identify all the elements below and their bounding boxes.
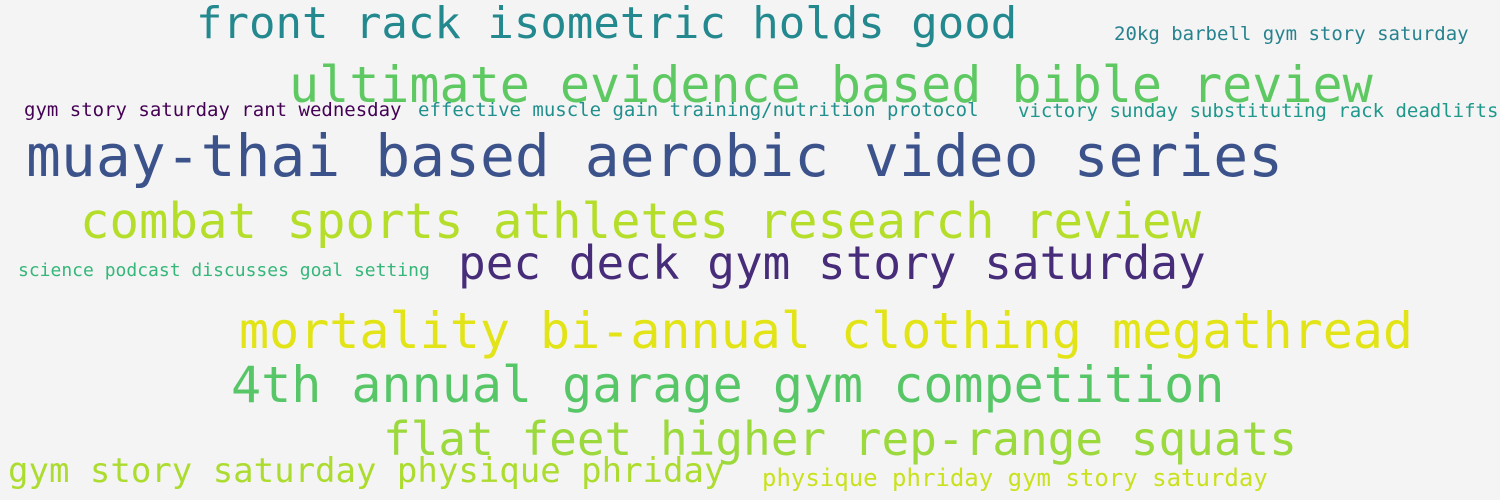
phrase-flat-feet-higher-rep-range-squats: flat feet higher rep-range squats [383, 412, 1297, 466]
phrase-4th-annual-garage-gym-competition: 4th annual garage gym competition [231, 356, 1225, 414]
phrase-gym-story-saturday-rant-wednesday: gym story saturday rant wednesday [24, 99, 402, 121]
phrase-20kg-barbell-gym-story-saturday: 20kg barbell gym story saturday [1114, 23, 1469, 45]
phrase-muay-thai-aerobic-video-series: muay-thai based aerobic video series [26, 122, 1284, 190]
phrase-physique-phriday-gym-story-saturday: physique phriday gym story saturday [762, 464, 1268, 492]
phrase-ultimate-evidence-based-bible-review: ultimate evidence based bible review [289, 56, 1373, 114]
phrase-pec-deck-gym-story-saturday: pec deck gym story saturday [458, 236, 1206, 290]
phrase-mortality-bi-annual-clothing-megathread: mortality bi-annual clothing megathread [239, 302, 1413, 360]
phrase-effective-muscle-gain-protocol: effective muscle gain training/nutrition… [418, 99, 979, 121]
phrase-gym-story-saturday-physique-phriday: gym story saturday physique phriday [8, 451, 725, 491]
phrase-combat-sports-athletes-research-review: combat sports athletes research review [80, 193, 1202, 250]
phrase-science-podcast-goal-setting: science podcast discusses goal setting [18, 260, 430, 281]
phrase-front-rack-isometric-holds-good: front rack isometric holds good [196, 0, 1018, 49]
phrase-victory-sunday-substituting-deadlifts: victory sunday substituting rack deadlif… [1018, 100, 1499, 122]
